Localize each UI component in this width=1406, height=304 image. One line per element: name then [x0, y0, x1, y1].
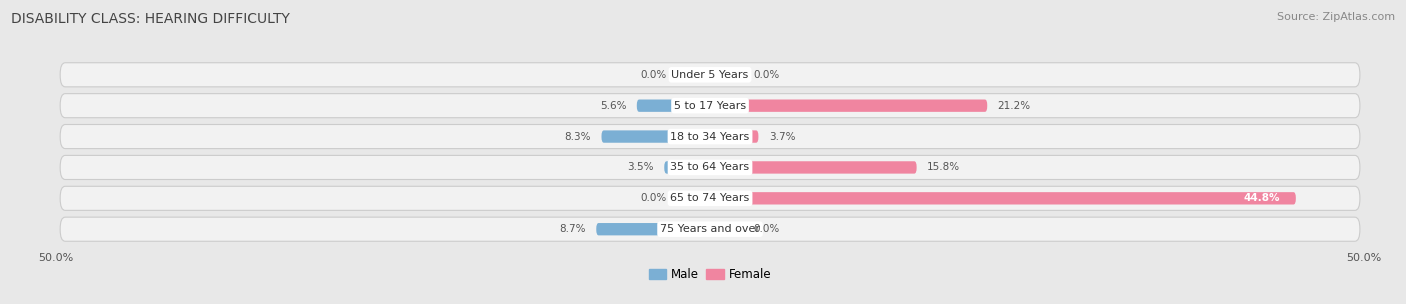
- FancyBboxPatch shape: [637, 99, 710, 112]
- Text: 5 to 17 Years: 5 to 17 Years: [673, 101, 747, 111]
- FancyBboxPatch shape: [60, 186, 1360, 210]
- FancyBboxPatch shape: [664, 161, 710, 174]
- FancyBboxPatch shape: [60, 217, 1360, 241]
- Text: 0.0%: 0.0%: [641, 70, 666, 80]
- FancyBboxPatch shape: [710, 130, 758, 143]
- Text: 35 to 64 Years: 35 to 64 Years: [671, 162, 749, 172]
- FancyBboxPatch shape: [60, 155, 1360, 179]
- FancyBboxPatch shape: [60, 125, 1360, 149]
- Text: 0.0%: 0.0%: [641, 193, 666, 203]
- Text: 3.5%: 3.5%: [627, 162, 654, 172]
- Text: Source: ZipAtlas.com: Source: ZipAtlas.com: [1277, 12, 1395, 22]
- FancyBboxPatch shape: [60, 63, 1360, 87]
- Text: 8.7%: 8.7%: [560, 224, 586, 234]
- FancyBboxPatch shape: [710, 223, 742, 235]
- Text: 21.2%: 21.2%: [998, 101, 1031, 111]
- Text: 3.7%: 3.7%: [769, 132, 796, 142]
- Text: 5.6%: 5.6%: [600, 101, 626, 111]
- Text: 0.0%: 0.0%: [754, 224, 779, 234]
- Text: 44.8%: 44.8%: [1244, 193, 1279, 203]
- Text: 0.0%: 0.0%: [754, 70, 779, 80]
- FancyBboxPatch shape: [710, 192, 1296, 205]
- FancyBboxPatch shape: [678, 69, 710, 81]
- FancyBboxPatch shape: [596, 223, 710, 235]
- Text: Under 5 Years: Under 5 Years: [672, 70, 748, 80]
- FancyBboxPatch shape: [710, 161, 917, 174]
- Text: 65 to 74 Years: 65 to 74 Years: [671, 193, 749, 203]
- FancyBboxPatch shape: [60, 94, 1360, 118]
- Text: 8.3%: 8.3%: [565, 132, 591, 142]
- Text: 75 Years and over: 75 Years and over: [659, 224, 761, 234]
- FancyBboxPatch shape: [602, 130, 710, 143]
- FancyBboxPatch shape: [710, 99, 987, 112]
- Text: DISABILITY CLASS: HEARING DIFFICULTY: DISABILITY CLASS: HEARING DIFFICULTY: [11, 12, 290, 26]
- FancyBboxPatch shape: [710, 69, 742, 81]
- Legend: Male, Female: Male, Female: [644, 264, 776, 286]
- FancyBboxPatch shape: [678, 192, 710, 205]
- Text: 18 to 34 Years: 18 to 34 Years: [671, 132, 749, 142]
- Text: 15.8%: 15.8%: [927, 162, 960, 172]
